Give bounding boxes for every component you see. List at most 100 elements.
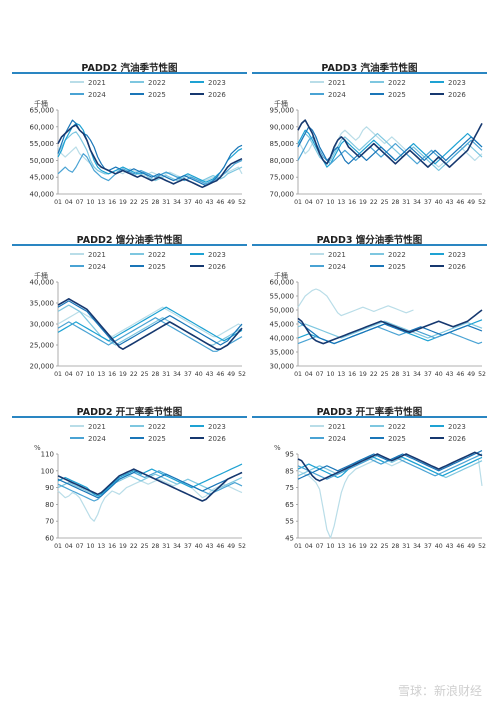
x-tick-label: 40 <box>195 199 203 206</box>
legend-item-2025: 2025 <box>130 263 166 271</box>
x-tick-label: 04 <box>65 371 73 378</box>
x-tick-label: 25 <box>381 371 389 378</box>
y-tick-label: 50,000 <box>270 307 295 315</box>
y-tick-label: 95,000 <box>270 107 295 115</box>
x-tick-label: 22 <box>130 199 138 206</box>
x-tick-label: 28 <box>391 543 399 550</box>
x-tick-label: 40 <box>195 371 203 378</box>
x-tick-label: 13 <box>337 371 345 378</box>
x-tick-label: 28 <box>391 371 399 378</box>
x-tick-label: 16 <box>108 199 116 206</box>
legend-item-2023: 2023 <box>190 79 226 87</box>
x-tick-label: 19 <box>119 371 127 378</box>
x-tick-label: 40 <box>195 543 203 550</box>
x-tick-label: 13 <box>97 543 105 550</box>
y-tick-label: 75 <box>285 484 294 492</box>
legend-label: 2025 <box>388 435 406 443</box>
legend-item-2026: 2026 <box>190 91 226 99</box>
legend-label: 2025 <box>148 435 166 443</box>
y-tick-label: 55,000 <box>30 140 55 148</box>
legend-label: 2022 <box>388 423 406 431</box>
y-tick-label: 65 <box>285 501 294 509</box>
legend-label: 2025 <box>388 91 406 99</box>
legend-item-2024: 2024 <box>310 91 346 99</box>
legend-label: 2022 <box>388 79 406 87</box>
legend-item-2023: 2023 <box>190 251 226 259</box>
x-tick-label: 34 <box>413 543 421 550</box>
series-line-2024 <box>297 326 483 345</box>
line-chart-padd2-gasoline: 2021 2022 2023 2024 2025 2026 千桶 40,000 45,000 50… <box>30 79 246 206</box>
y-tick-label: 45,000 <box>270 321 295 329</box>
x-tick-label: 07 <box>76 371 84 378</box>
chart-title: PADD2 汽油季节性图 <box>81 63 178 74</box>
x-tick-label: 43 <box>206 371 214 378</box>
title-rule <box>252 416 487 418</box>
x-tick-label: 49 <box>227 199 235 206</box>
x-tick-label: 10 <box>327 371 335 378</box>
series-line-2021 <box>57 306 243 338</box>
legend-label: 2024 <box>88 435 106 443</box>
title-rule <box>12 244 247 246</box>
series-line-2026 <box>297 451 483 482</box>
x-tick-label: 49 <box>227 543 235 550</box>
x-tick-label: 01 <box>294 371 302 378</box>
series-line-2026 <box>57 298 243 350</box>
legend-label: 2021 <box>328 251 346 259</box>
legend-item-2021: 2021 <box>310 251 346 259</box>
legend-label: 2023 <box>448 423 466 431</box>
x-tick-label: 19 <box>359 199 367 206</box>
series-line-2026 <box>297 119 483 168</box>
x-tick-label: 52 <box>478 543 486 550</box>
chart-panel-padd2-distillate: PADD2 馏分油季节性图 2021 2022 2023 2024 2025 2026 千桶… <box>12 232 247 382</box>
x-tick-label: 34 <box>413 371 421 378</box>
x-tick-label: 49 <box>467 543 475 550</box>
x-tick-label: 10 <box>87 199 95 206</box>
y-tick-label: 100 <box>41 467 54 475</box>
legend-item-2023: 2023 <box>430 79 466 87</box>
series-line-2022 <box>297 455 483 479</box>
legend-label: 2024 <box>328 435 346 443</box>
legend-label: 2023 <box>448 251 466 259</box>
x-tick-label: 43 <box>446 371 454 378</box>
legend-label: 2023 <box>208 79 226 87</box>
x-tick-label: 34 <box>173 371 181 378</box>
series-line-2026 <box>297 309 483 345</box>
x-tick-label: 04 <box>65 543 73 550</box>
legend-label: 2023 <box>208 423 226 431</box>
legend-item-2026: 2026 <box>430 435 466 443</box>
legend-item-2023: 2023 <box>430 423 466 431</box>
x-tick-label: 43 <box>206 543 214 550</box>
x-tick-label: 52 <box>238 371 246 378</box>
legend-item-2021: 2021 <box>70 423 106 431</box>
x-tick-label: 16 <box>108 371 116 378</box>
legend-item-2025: 2025 <box>130 91 166 99</box>
y-tick-label: 90 <box>45 484 54 492</box>
x-tick-label: 19 <box>359 543 367 550</box>
x-tick-label: 37 <box>424 371 432 378</box>
legend-item-2022: 2022 <box>370 79 406 87</box>
y-tick-label: 60 <box>45 535 54 543</box>
legend-label: 2023 <box>448 79 466 87</box>
y-tick-label: 85 <box>285 467 294 475</box>
y-axis-label: % <box>274 444 281 452</box>
x-tick-label: 10 <box>327 543 335 550</box>
legend-label: 2025 <box>148 91 166 99</box>
y-axis-label: 千桶 <box>274 271 288 280</box>
x-tick-label: 34 <box>173 199 181 206</box>
y-tick-label: 75,000 <box>270 174 295 182</box>
x-tick-label: 07 <box>76 199 84 206</box>
y-tick-label: 90,000 <box>270 123 295 131</box>
y-tick-label: 65,000 <box>30 107 55 115</box>
legend-label: 2021 <box>328 423 346 431</box>
x-tick-label: 07 <box>316 371 324 378</box>
line-chart-padd3-distillate: 2021 2022 2023 2024 2025 2026 千桶 30,000 35,000 40… <box>270 251 486 378</box>
series-line-2021 <box>297 126 483 168</box>
chart-title: PADD3 开工率季节性图 <box>316 407 423 418</box>
x-tick-label: 46 <box>216 543 224 550</box>
x-tick-label: 19 <box>359 371 367 378</box>
x-tick-label: 31 <box>402 371 410 378</box>
x-tick-label: 52 <box>238 199 246 206</box>
x-tick-label: 16 <box>348 199 356 206</box>
legend-label: 2023 <box>208 251 226 259</box>
